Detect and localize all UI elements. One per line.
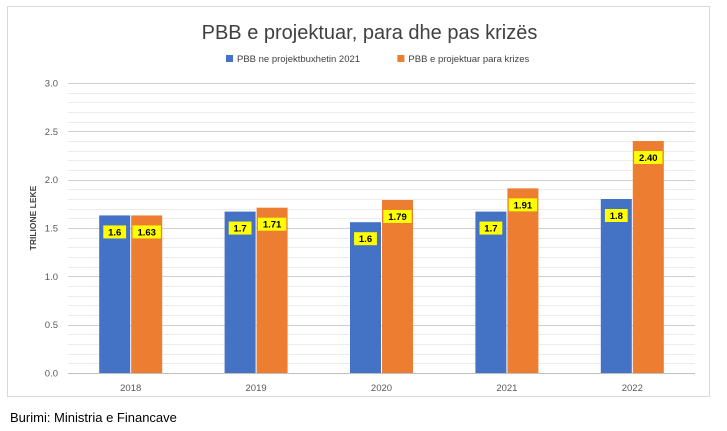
y-tick-label: 0.5 bbox=[45, 320, 58, 331]
y-tick-label: 1.5 bbox=[45, 224, 58, 235]
data-label-bg bbox=[228, 221, 252, 235]
data-label-bg bbox=[634, 151, 663, 164]
x-tick-label: 2021 bbox=[496, 383, 517, 394]
data-label-bg bbox=[508, 198, 538, 212]
data-label: 1.63 bbox=[137, 227, 156, 238]
bar-budget-2021-2020 bbox=[350, 222, 381, 373]
bar-budget-2021-2019 bbox=[224, 211, 256, 373]
x-tick-label: 2018 bbox=[120, 383, 141, 394]
data-label-bg bbox=[103, 225, 127, 239]
data-label: 1.79 bbox=[388, 212, 407, 223]
bar-pre-crisis-2021 bbox=[507, 188, 539, 373]
bar-pre-crisis-2020 bbox=[382, 199, 413, 373]
bar-budget-2021-2022 bbox=[600, 199, 632, 373]
y-tick-label: 2.5 bbox=[45, 127, 58, 138]
y-axis-label: TRILIONE LEKE bbox=[28, 185, 38, 250]
data-label-bg bbox=[479, 221, 503, 235]
bar-pre-crisis-2018 bbox=[131, 215, 163, 373]
data-label-bg bbox=[383, 209, 412, 223]
bar-chart: PBB e projektuar, para dhe pas krizës PBB… bbox=[28, 22, 695, 394]
y-tick-label: 1.0 bbox=[45, 272, 58, 283]
bar-pre-crisis-2022 bbox=[632, 141, 664, 373]
legend-label-1: PBB ne projektbuxhetin 2021 bbox=[237, 54, 360, 65]
x-tick-label: 2020 bbox=[371, 383, 392, 394]
source-note: Burimi: Ministria e Financave bbox=[10, 410, 177, 425]
chart-frame: PBB e projektuar, para dhe pas krizës PBB… bbox=[7, 6, 710, 397]
bar-budget-2021-2018 bbox=[99, 215, 131, 373]
bar-budget-2021-2021 bbox=[475, 211, 507, 373]
chart-title: PBB e projektuar, para dhe pas krizës bbox=[202, 22, 538, 44]
bar-pre-crisis-2019 bbox=[256, 207, 288, 373]
data-label: 1.6 bbox=[359, 234, 372, 245]
data-label: 2.40 bbox=[639, 153, 658, 164]
x-tick-label: 2022 bbox=[622, 383, 643, 394]
y-tick-label: 0.0 bbox=[45, 369, 58, 380]
legend-swatch-2 bbox=[397, 55, 405, 62]
data-label: 1.71 bbox=[263, 220, 282, 231]
data-label: 1.8 bbox=[610, 211, 623, 222]
y-tick-label: 3.0 bbox=[45, 79, 58, 90]
data-label: 1.7 bbox=[233, 224, 246, 235]
x-tick-label: 2019 bbox=[246, 383, 267, 394]
data-label: 1.91 bbox=[514, 200, 533, 211]
legend-label-2: PBB e projektuar para krizes bbox=[408, 54, 529, 65]
y-tick-label: 2.0 bbox=[45, 175, 58, 186]
data-label-bg bbox=[257, 217, 287, 231]
data-label-bg bbox=[354, 232, 377, 246]
data-label: 1.7 bbox=[484, 224, 497, 235]
data-label-bg bbox=[132, 225, 161, 239]
data-label-bg bbox=[604, 209, 628, 222]
legend-swatch-1 bbox=[226, 55, 233, 62]
data-label: 1.6 bbox=[108, 227, 121, 238]
